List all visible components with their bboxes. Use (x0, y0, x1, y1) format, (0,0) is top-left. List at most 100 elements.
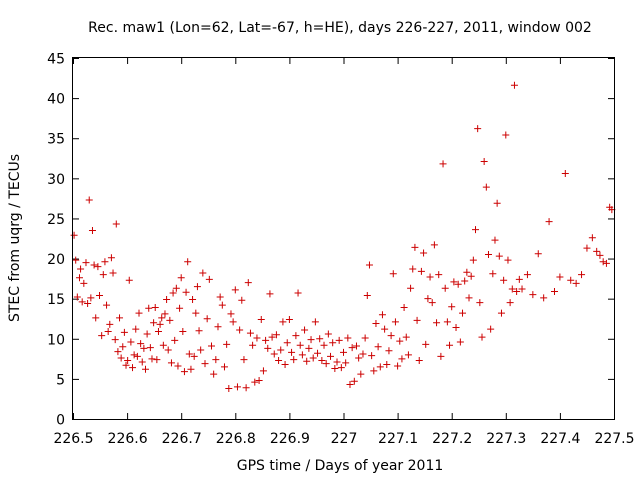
data-point (233, 383, 241, 391)
data-point (420, 249, 428, 257)
data-point (352, 342, 360, 350)
data-point (465, 294, 473, 302)
data-point (214, 323, 222, 331)
data-point (372, 320, 380, 328)
data-point (476, 299, 484, 307)
data-point (489, 270, 497, 278)
data-point (176, 304, 184, 312)
y-tick-label: 15 (47, 292, 65, 308)
y-tick-label: 45 (47, 52, 65, 68)
data-point (140, 344, 148, 352)
data-point (424, 295, 432, 303)
data-point (583, 244, 591, 252)
data-point (156, 320, 164, 328)
x-tick-label: 226.7 (162, 431, 202, 447)
data-point (244, 279, 252, 287)
data-point (340, 348, 347, 356)
data-point (363, 291, 371, 299)
data-point (82, 259, 90, 267)
data-point (361, 334, 369, 342)
data-point (305, 344, 313, 352)
data-point (411, 243, 419, 251)
data-point (101, 258, 109, 266)
data-point (166, 316, 174, 324)
data-point (210, 370, 218, 378)
data-point (177, 274, 185, 282)
y-tick: 30 (47, 172, 614, 188)
data-point (129, 364, 137, 372)
data-point (435, 271, 443, 279)
data-point (497, 309, 505, 317)
data-point (255, 376, 263, 384)
x-tick-label: 227.4 (540, 431, 580, 447)
data-point (220, 363, 228, 371)
data-point (193, 283, 201, 291)
x-tick-label: 226.8 (216, 431, 256, 447)
data-point (203, 315, 211, 323)
data-point (163, 295, 171, 303)
data-point (223, 340, 231, 348)
data-point (463, 268, 471, 276)
data-point (529, 291, 537, 299)
data-point (98, 332, 106, 340)
data-point (229, 318, 237, 326)
data-point (242, 384, 250, 392)
data-point (182, 288, 190, 296)
x-tick: 226.9 (270, 58, 310, 447)
data-point (450, 278, 458, 286)
data-point (151, 303, 159, 311)
data-point (161, 310, 169, 318)
y-tick-label: 25 (47, 212, 65, 228)
data-point (249, 341, 257, 349)
data-point (482, 183, 490, 191)
data-point (374, 343, 382, 351)
data-point (172, 284, 180, 292)
data-point (329, 339, 337, 347)
data-point (117, 354, 125, 362)
data-point (279, 318, 287, 326)
data-point (187, 365, 195, 373)
data-point (135, 309, 143, 317)
data-point (448, 303, 456, 311)
data-point (185, 350, 193, 358)
data-point (133, 352, 141, 360)
data-point (114, 348, 122, 356)
data-point (443, 318, 451, 326)
y-tick-label: 35 (47, 132, 65, 148)
y-tick-label: 40 (47, 92, 65, 108)
x-tick-label: 227.2 (432, 431, 472, 447)
data-point (257, 316, 265, 324)
data-point (599, 258, 607, 266)
data-point (344, 334, 352, 342)
data-point (487, 325, 495, 333)
data-point (120, 328, 128, 336)
x-tick: 226.7 (162, 58, 202, 447)
data-point (396, 337, 404, 345)
data-point (218, 301, 226, 309)
y-tick-label: 5 (56, 372, 65, 388)
data-point (96, 291, 104, 299)
data-point (314, 349, 322, 357)
data-point (567, 276, 575, 284)
data-point (307, 336, 315, 344)
data-point (355, 354, 363, 362)
data-point (508, 285, 516, 293)
data-point (540, 294, 548, 302)
y-tick-label: 10 (47, 332, 65, 348)
data-point (259, 367, 267, 375)
data-point (225, 385, 233, 393)
data-point (523, 271, 531, 279)
data-point (368, 352, 376, 360)
data-series (70, 81, 616, 393)
data-point (153, 356, 161, 364)
data-point (415, 356, 423, 364)
data-point (104, 328, 112, 336)
data-point (296, 341, 304, 349)
data-point (422, 340, 430, 348)
y-tick: 25 (47, 212, 614, 228)
data-point (572, 279, 580, 287)
data-point (337, 364, 345, 372)
data-point (495, 252, 503, 260)
data-point (154, 328, 162, 336)
data-point (251, 378, 259, 386)
